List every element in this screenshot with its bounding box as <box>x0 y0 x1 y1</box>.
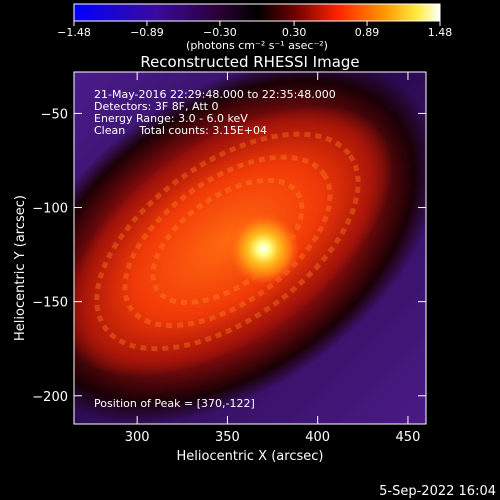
axis-ticks: 300 350 400 450 −50 −100 −150 −200 <box>32 72 426 445</box>
x-axis-label: Heliocentric X (arcsec) <box>177 449 324 464</box>
colorbar-tick-label: −0.30 <box>203 26 237 39</box>
footer-date: 5-Sep-2022 16:04 <box>379 484 496 499</box>
annotation-method-counts: Clean Total counts: 3.15E+04 <box>94 124 267 137</box>
colorbar-tick-label: −1.48 <box>57 26 91 39</box>
colorbar-tick-label: −0.89 <box>130 26 164 39</box>
y-tick-label: −150 <box>32 296 68 311</box>
x-tick-label: 400 <box>305 430 330 445</box>
x-tick-label: 450 <box>396 430 421 445</box>
peak-core <box>227 212 300 285</box>
annotation-time-range: 21-May-2016 22:29:48.000 to 22:35:48.000 <box>94 88 336 101</box>
colorbar-units: (photons cm⁻² s⁻¹ asec⁻²) <box>186 39 328 52</box>
colorbar-tick-label: 0.30 <box>282 26 307 39</box>
clean-artifact-ring <box>122 154 333 329</box>
colorbar-ticks: −1.48 −0.89 −0.30 0.30 0.89 1.48 <box>57 21 452 39</box>
x-tick-label: 300 <box>125 430 150 445</box>
colorbar-frame <box>73 3 441 22</box>
colorbar-tick-label: 0.89 <box>355 26 380 39</box>
x-tick-label: 350 <box>215 430 240 445</box>
annotation-energy-range: Energy Range: 3.0 - 6.0 keV <box>94 112 248 125</box>
annotation-peak-position: Position of Peak = [370,-122] <box>94 397 255 410</box>
annotation-detectors: Detectors: 3F 8F, Att 0 <box>94 100 218 113</box>
plot-frame <box>73 71 427 425</box>
y-tick-label: −200 <box>32 390 68 405</box>
y-tick-label: −50 <box>41 107 68 122</box>
chart-title: Reconstructed RHESSI Image <box>140 53 359 71</box>
source-body <box>74 105 393 378</box>
clean-artifact-ring <box>94 131 361 352</box>
y-tick-label: −100 <box>32 202 68 217</box>
y-axis-label: Heliocentric Y (arcsec) <box>13 195 28 341</box>
colorbar-tick-label: 1.48 <box>428 26 453 39</box>
colorbar <box>74 4 440 21</box>
